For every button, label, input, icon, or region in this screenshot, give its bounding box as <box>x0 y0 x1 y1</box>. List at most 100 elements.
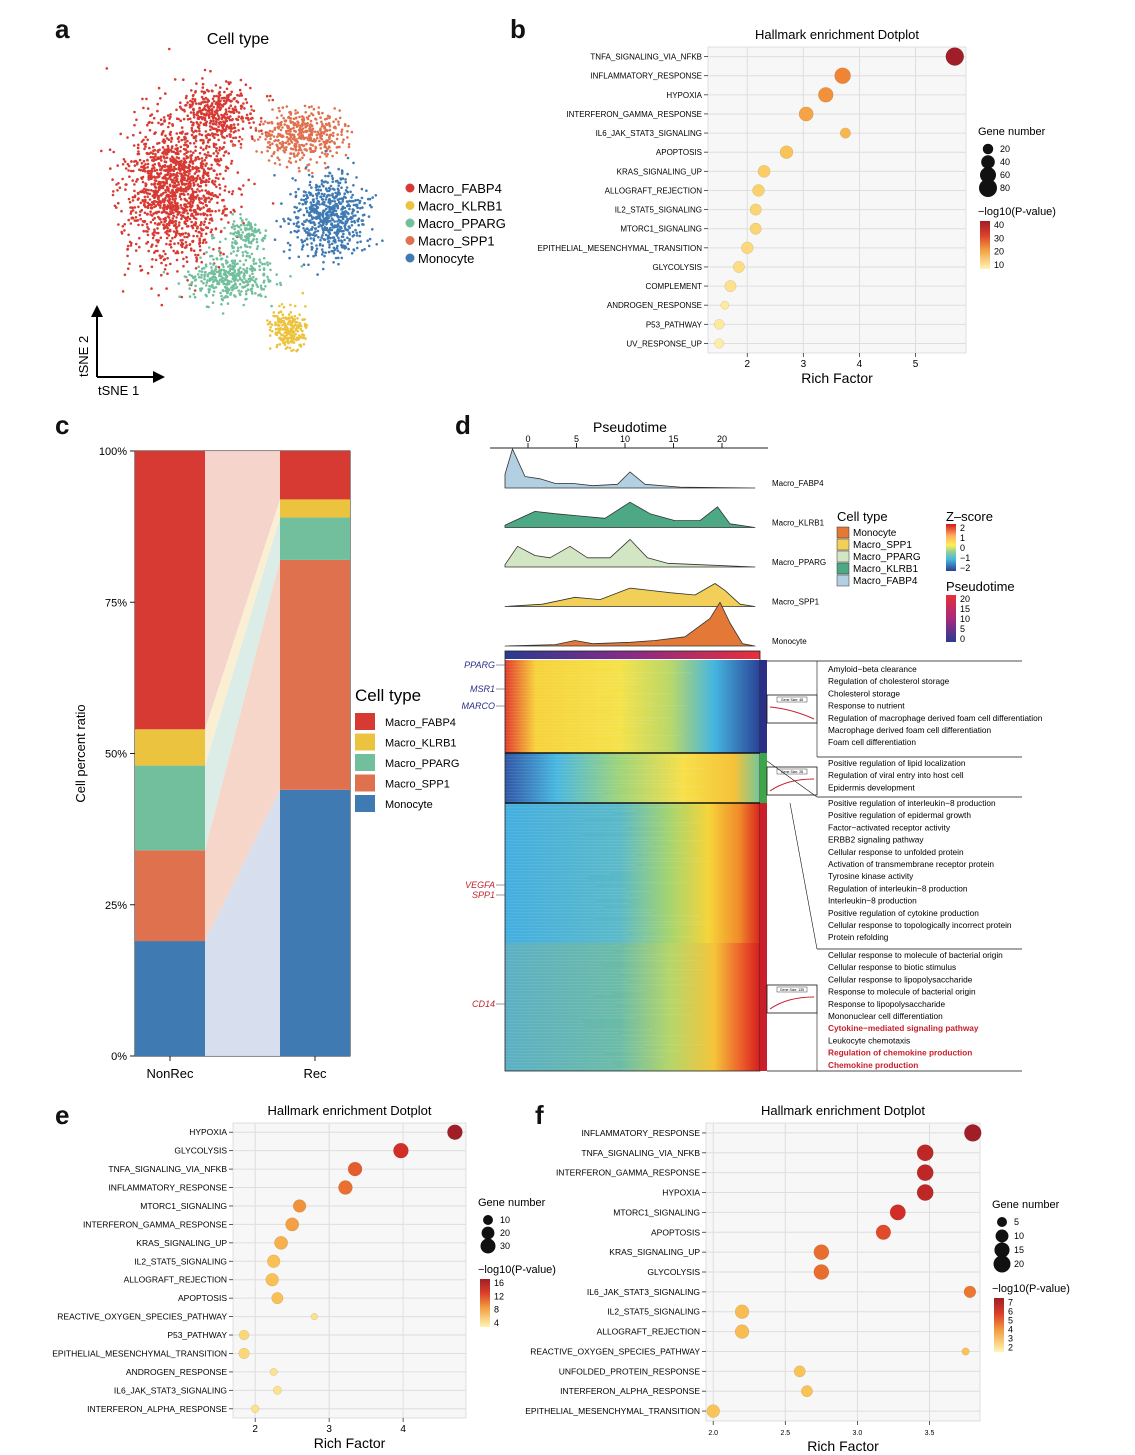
go-term: Cellular response to topologically incor… <box>828 920 1012 930</box>
tsne-point <box>302 213 306 217</box>
heatmap-texture <box>505 798 703 800</box>
tsne-point <box>231 262 235 265</box>
tsne-point <box>185 260 189 263</box>
size-legend-label: 15 <box>1014 1245 1024 1255</box>
tsne-point <box>231 288 234 292</box>
tsne-point <box>315 202 319 205</box>
tsne-point <box>164 191 167 194</box>
tsne-point <box>204 130 208 133</box>
tsne-point <box>145 192 149 195</box>
tsne-point <box>337 218 341 222</box>
tsne-point <box>134 211 138 214</box>
tsne-point <box>131 206 134 210</box>
tsne-point <box>238 235 241 239</box>
tsne-point <box>199 287 202 291</box>
tsne-point <box>304 201 307 204</box>
category-label: INTERFERON_GAMMA_RESPONSE <box>556 1168 700 1178</box>
pseudotime-legend-label: 10 <box>960 614 970 624</box>
tsne-point <box>228 273 232 276</box>
tsne-point <box>294 332 297 336</box>
tsne-point <box>242 184 245 187</box>
tsne-point <box>169 140 173 143</box>
tsne-point <box>181 130 184 133</box>
tsne-point <box>165 137 169 140</box>
tsne-point <box>334 209 338 213</box>
tsne-point <box>159 184 162 187</box>
tsne-point <box>143 187 146 191</box>
tsne-point <box>234 277 238 281</box>
tsne-point <box>202 176 205 180</box>
tsne-point <box>236 93 239 97</box>
tsne-point <box>325 204 328 208</box>
tsne-point <box>322 221 326 224</box>
dot-interferon_alpha_response <box>801 1385 813 1398</box>
tsne-point <box>254 223 257 226</box>
tsne-point <box>232 278 236 281</box>
tsne-point <box>219 257 223 261</box>
tsne-point <box>278 319 281 322</box>
tsne-point <box>188 287 191 290</box>
tsne-point <box>306 138 310 141</box>
tsne-point <box>201 179 204 182</box>
heatmap-texture <box>505 894 630 896</box>
tsne-point <box>324 166 328 170</box>
tsne-point <box>142 138 145 142</box>
tsne-point <box>317 106 321 109</box>
tsne-point <box>248 245 252 249</box>
tsne-point <box>266 261 269 264</box>
heatmap-texture <box>505 930 654 932</box>
heatmap-texture <box>505 948 650 950</box>
tsne-point <box>207 196 210 200</box>
tsne-point <box>200 189 204 192</box>
xlabel: Rich Factor <box>807 1438 879 1454</box>
tsne-point <box>296 325 299 329</box>
tsne-point <box>232 123 236 126</box>
tsne-point <box>229 133 232 137</box>
tsne-point <box>205 281 209 284</box>
tsne-point <box>203 158 207 162</box>
tsne-point <box>162 223 165 226</box>
tsne-point <box>132 144 136 147</box>
tsne-point <box>192 181 195 185</box>
tsne-point <box>336 215 340 219</box>
tsne-point <box>190 187 194 191</box>
tsne-point <box>322 132 326 135</box>
tsne-point <box>329 149 332 153</box>
category-label: HYPOXIA <box>662 1188 700 1198</box>
tsne-point <box>337 120 340 123</box>
tsne-point <box>201 101 205 104</box>
tsne-point <box>321 198 325 201</box>
gene-label-marco: MARCO <box>462 701 496 711</box>
tsne-point <box>289 311 293 314</box>
tsne-point <box>174 232 178 235</box>
tsne-point <box>293 129 296 133</box>
tsne-point <box>245 218 248 221</box>
tsne-point <box>284 129 288 133</box>
tsne-point <box>239 146 243 149</box>
go-term: Response to lipopolysaccharide <box>828 999 946 1009</box>
zscore-legend-label: 0 <box>960 543 965 553</box>
tsne-point <box>168 117 171 120</box>
dot-inflammatory_response <box>338 1180 353 1195</box>
tsne-point <box>169 243 172 246</box>
tsne-point <box>175 177 179 181</box>
tsne-point <box>340 169 344 172</box>
heatmap-texture <box>505 711 593 713</box>
ridge-monocyte <box>504 601 756 647</box>
tsne-point <box>241 251 245 254</box>
tsne-point <box>343 238 346 242</box>
tsne-point <box>200 133 204 137</box>
size-legend-title: Gene number <box>478 1197 546 1209</box>
tsne-point <box>200 267 204 270</box>
tsne-point <box>186 150 189 153</box>
tsne-point <box>327 174 330 178</box>
size-legend-label: 10 <box>1014 1231 1024 1241</box>
tsne-point <box>174 251 178 255</box>
tsne-point <box>304 122 307 125</box>
tsne-point <box>319 142 323 146</box>
tsne-point <box>204 123 208 127</box>
tsne-point <box>204 146 208 150</box>
tsne-point <box>334 191 337 195</box>
tsne-point <box>195 157 198 161</box>
tsne-point <box>207 180 210 183</box>
